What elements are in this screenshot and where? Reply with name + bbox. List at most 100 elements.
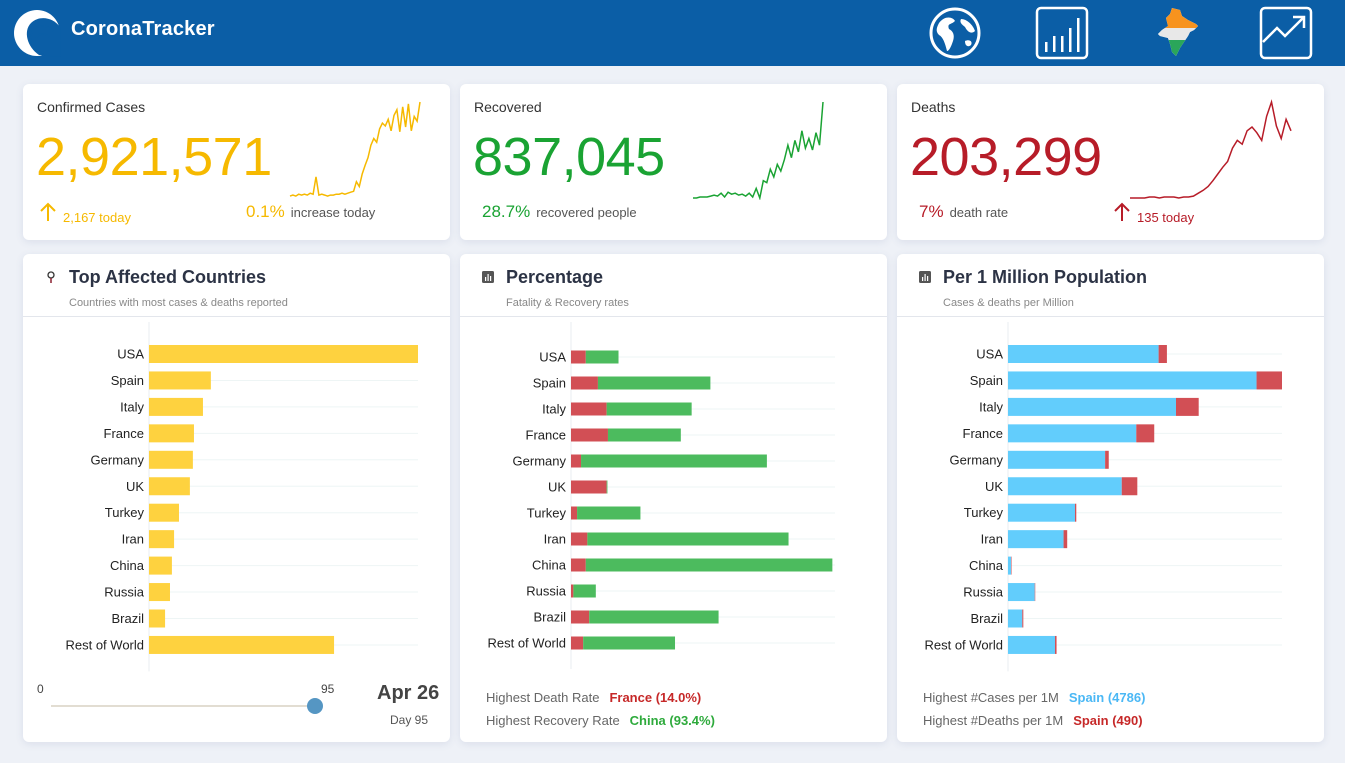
highest-deaths-per-million: Highest #Deaths per 1M Spain (490) <box>923 713 1143 728</box>
arrow-up-icon <box>40 202 56 221</box>
bar-turkey-s1[interactable] <box>1074 503 1077 522</box>
death-rate-pct: 7% <box>919 202 944 221</box>
bar-china-s1[interactable] <box>585 558 833 572</box>
sparkline-path <box>693 101 824 200</box>
bar-turkey-s0[interactable] <box>1008 503 1075 522</box>
bar-germany-s0[interactable] <box>571 454 582 468</box>
highest-recovery-rate: Highest Recovery Rate China (93.4%) <box>486 713 715 728</box>
bar-uk-s1[interactable] <box>606 480 608 494</box>
bar-germany-s1[interactable] <box>581 454 767 468</box>
bar-spain-s1[interactable] <box>597 376 711 390</box>
bar-russia-s0[interactable] <box>149 583 170 602</box>
day-slider-thumb[interactable] <box>307 698 323 714</box>
bar-germany-s0[interactable] <box>149 450 193 469</box>
nav-india-button[interactable] <box>1151 5 1207 61</box>
bar-russia-s1[interactable] <box>573 584 596 598</box>
category-label: Russia <box>526 584 567 599</box>
bar-china-s0[interactable] <box>571 558 586 572</box>
bar-rest-of-world-s0[interactable] <box>571 636 584 650</box>
slider-min-label: 0 <box>37 682 44 696</box>
bar-france-s1[interactable] <box>607 428 681 442</box>
bar-uk-s0[interactable] <box>149 477 190 496</box>
category-label: Turkey <box>964 505 1004 520</box>
bar-iran-s1[interactable] <box>1063 530 1068 549</box>
percentage-chart: USA Spain Italy France Germany UK Turkey Iran Ch… <box>487 322 835 669</box>
bar-turkey-s0[interactable] <box>571 506 578 520</box>
bar-italy-s1[interactable] <box>1176 397 1199 416</box>
category-label: Brazil <box>111 611 144 626</box>
bar-brazil-s0[interactable] <box>571 610 590 624</box>
bar-italy-s0[interactable] <box>149 397 203 416</box>
bar-italy-s0[interactable] <box>571 402 607 416</box>
category-label: Turkey <box>105 505 145 520</box>
category-label: Italy <box>542 402 566 417</box>
bar-china-s0[interactable] <box>149 556 172 575</box>
bar-brazil-s0[interactable] <box>149 609 166 628</box>
bar-germany-s0[interactable] <box>1008 450 1106 469</box>
recovered-count: 837,045 <box>473 127 665 187</box>
bar-rest-of-world-s1[interactable] <box>1054 635 1057 654</box>
bar-germany-s1[interactable] <box>1105 450 1109 469</box>
bar-russia-s0[interactable] <box>1008 583 1035 602</box>
bar-usa-s1[interactable] <box>585 350 619 364</box>
bar-usa-s1[interactable] <box>1158 345 1167 363</box>
arrow-up-icon <box>1114 202 1130 221</box>
category-label: UK <box>548 480 566 495</box>
category-label: Spain <box>970 373 1003 388</box>
bar-iran-s0[interactable] <box>1008 530 1064 549</box>
bar-france-s0[interactable] <box>149 424 194 443</box>
bar-france-s0[interactable] <box>571 428 608 442</box>
bar-russia-s0[interactable] <box>571 584 574 598</box>
recovered-percent: 28.7% recovered people <box>482 202 637 222</box>
bar-turkey-s1[interactable] <box>577 506 641 520</box>
slider-max-label: 95 <box>321 682 335 696</box>
bar-rest-of-world-s0[interactable] <box>1008 635 1055 654</box>
highest-cases-per-million: Highest #Cases per 1M Spain (4786) <box>923 690 1145 705</box>
bar-iran-s1[interactable] <box>587 532 789 546</box>
bar-brazil-s1[interactable] <box>589 610 719 624</box>
nav-trend-button[interactable] <box>1258 5 1314 61</box>
bar-usa-s0[interactable] <box>1008 345 1159 363</box>
bar-brazil-s1[interactable] <box>1022 609 1024 628</box>
top-affected-chart: USA Spain Italy France Germany UK Turkey Iran Ch… <box>65 322 418 672</box>
bar-uk-s1[interactable] <box>1121 477 1138 496</box>
sparkline-path <box>289 101 421 197</box>
bar-iran-s0[interactable] <box>571 532 588 546</box>
bar-usa-s0[interactable] <box>571 350 586 364</box>
nav-world-button[interactable] <box>927 5 983 61</box>
bar-france-s0[interactable] <box>1008 424 1137 443</box>
corona-tracker-logo[interactable] <box>13 9 61 57</box>
nav-stats-button[interactable] <box>1034 5 1090 61</box>
category-label: Brazil <box>533 610 566 625</box>
bar-spain-s0[interactable] <box>1008 371 1257 390</box>
bar-brazil-s0[interactable] <box>1008 609 1023 628</box>
category-label: China <box>532 558 567 573</box>
bar-italy-s0[interactable] <box>1008 397 1177 416</box>
bar-spain-s0[interactable] <box>571 376 598 390</box>
selected-date: Apr 26 <box>377 682 440 704</box>
panel-title: Per 1 Million Population <box>943 267 1148 287</box>
category-label: Iran <box>122 532 144 547</box>
bar-usa-s0[interactable] <box>149 345 418 363</box>
bar-turkey-s0[interactable] <box>149 503 179 522</box>
bar-china-s0[interactable] <box>1008 556 1012 575</box>
india-map-icon <box>1158 8 1198 56</box>
category-label: Rest of World <box>65 637 144 652</box>
day-slider-track[interactable] <box>51 705 315 707</box>
top-affected-panel: Top Affected Countries Countries with mo… <box>23 254 450 742</box>
highest-death-rate: Highest Death Rate France (14.0%) <box>486 690 701 705</box>
selected-day: Day 95 <box>390 713 429 727</box>
bar-uk-s0[interactable] <box>571 480 607 494</box>
bar-uk-s0[interactable] <box>1008 477 1122 496</box>
bar-spain-s0[interactable] <box>149 371 211 390</box>
percentage-panel: Percentage Fatality & Recovery rates USA… <box>460 254 887 742</box>
bar-chart-icon <box>482 271 494 283</box>
bar-iran-s0[interactable] <box>149 530 175 549</box>
bar-france-s1[interactable] <box>1136 424 1155 443</box>
bar-russia-s1[interactable] <box>1034 583 1036 602</box>
bar-spain-s1[interactable] <box>1256 371 1282 390</box>
bar-italy-s1[interactable] <box>606 402 692 416</box>
bar-rest-of-world-s1[interactable] <box>583 636 676 650</box>
bar-rest-of-world-s0[interactable] <box>149 635 335 654</box>
bar-china-s1[interactable] <box>1011 556 1012 575</box>
